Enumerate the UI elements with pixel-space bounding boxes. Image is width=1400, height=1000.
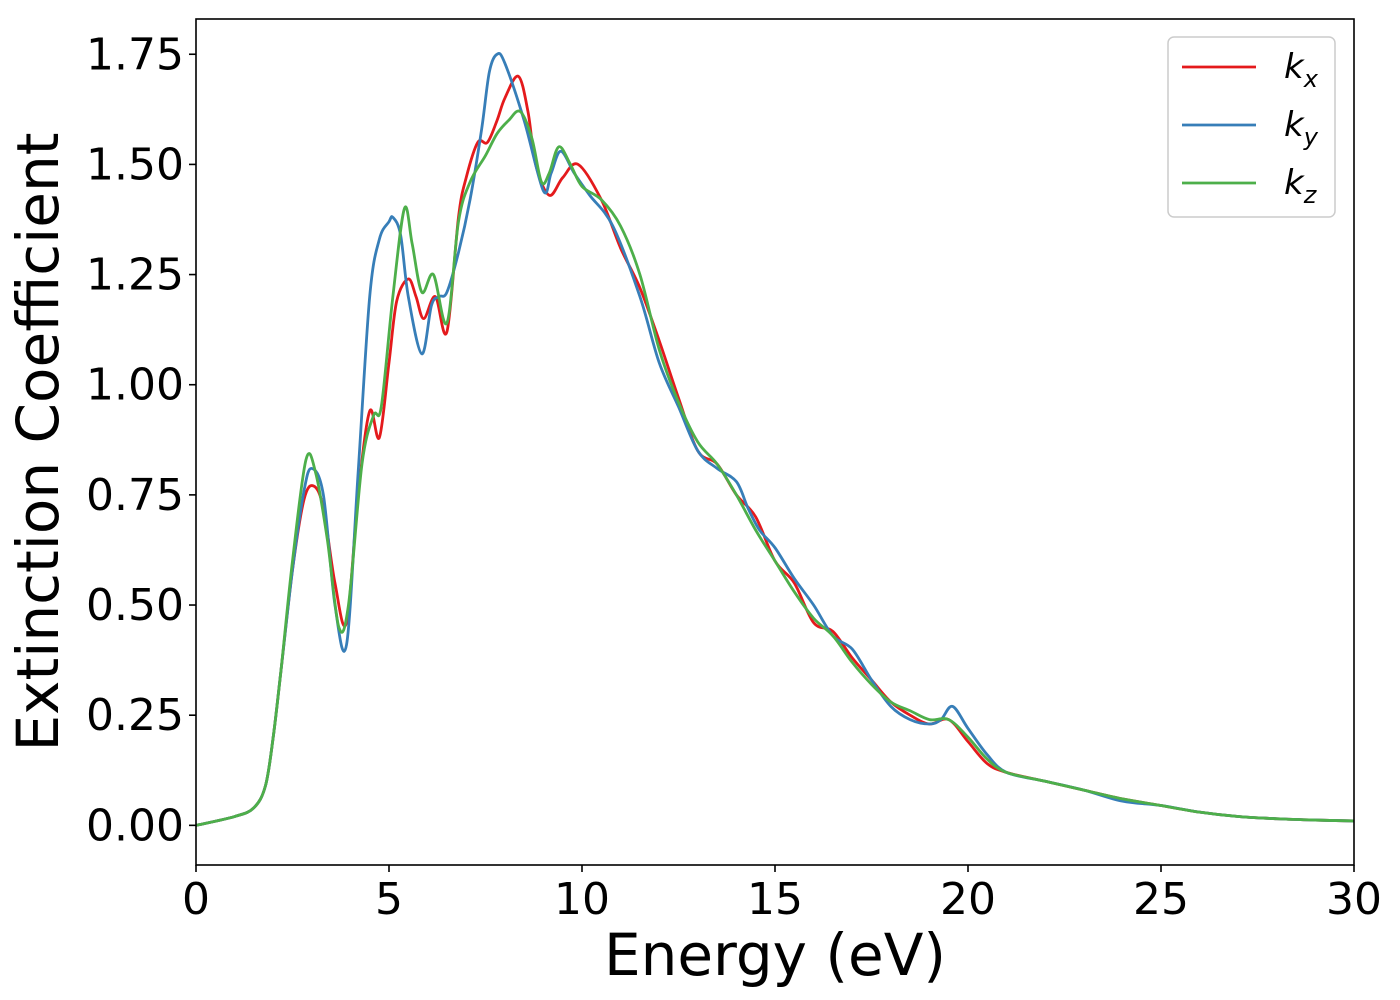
legend: kx ky kz [1167, 36, 1336, 218]
series-line-kx [195, 74, 1355, 827]
y-tick-label: 1.50 [86, 139, 184, 190]
y-axis: 0.00 0.25 0.50 0.75 1.00 1.25 1.50 1.75 [86, 29, 196, 851]
series-line-ky [195, 52, 1355, 827]
legend-label-kz: kz [1284, 163, 1318, 209]
x-axis: 0 5 10 15 20 25 30 [182, 865, 1382, 925]
x-axis-title: Energy (eV) [604, 921, 946, 989]
y-tick-label: 1.00 [86, 360, 184, 411]
y-tick-label: 0.00 [86, 800, 184, 851]
y-tick-label: 1.75 [86, 29, 184, 80]
series-line-kz [195, 109, 1355, 827]
x-tick-label: 20 [940, 874, 996, 925]
legend-box [1167, 36, 1336, 218]
legend-label-ky: ky [1284, 105, 1319, 151]
x-tick-label: 30 [1326, 874, 1382, 925]
x-tick-label: 25 [1133, 874, 1189, 925]
series-layer [195, 52, 1355, 827]
y-tick-label: 0.25 [86, 690, 184, 741]
y-axis-title: Extinction Coefficient [4, 133, 72, 752]
x-tick-label: 5 [375, 874, 403, 925]
x-tick-label: 10 [554, 874, 610, 925]
x-tick-label: 15 [747, 874, 803, 925]
y-tick-label: 0.75 [86, 470, 184, 521]
x-tick-label: 0 [182, 874, 210, 925]
y-tick-label: 0.50 [86, 580, 184, 631]
legend-label-kx: kx [1284, 47, 1319, 93]
y-tick-label: 1.25 [86, 250, 184, 301]
